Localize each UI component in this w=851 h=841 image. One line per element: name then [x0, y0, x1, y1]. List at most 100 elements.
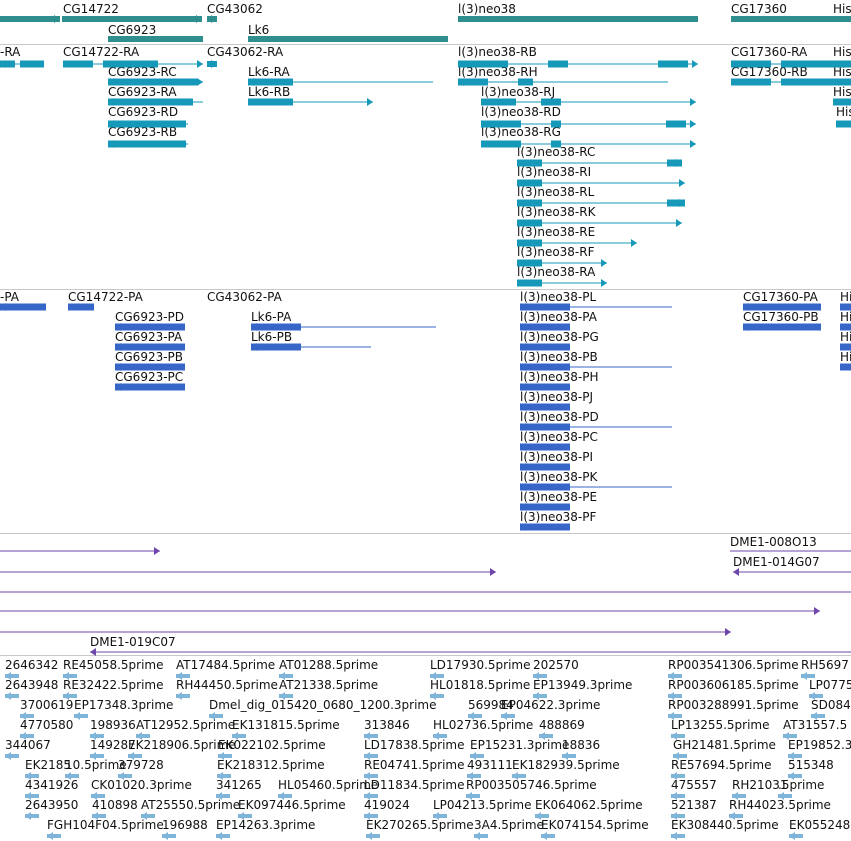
est-glyph[interactable]: [433, 730, 447, 742]
protein-glyph[interactable]: [840, 321, 851, 333]
transcript-glyph[interactable]: [517, 197, 685, 209]
est-glyph[interactable]: [671, 830, 685, 841]
est-glyph[interactable]: [535, 810, 549, 822]
gene-bar[interactable]: [833, 13, 851, 25]
est-glyph[interactable]: [74, 710, 88, 722]
protein-glyph[interactable]: [520, 361, 672, 373]
transcript-glyph[interactable]: [248, 76, 433, 88]
est-glyph[interactable]: [5, 670, 19, 682]
protein-glyph[interactable]: [520, 401, 570, 413]
est-glyph[interactable]: [364, 770, 378, 782]
protein-glyph[interactable]: [840, 341, 851, 353]
est-glyph[interactable]: [47, 830, 61, 841]
est-glyph[interactable]: [118, 770, 132, 782]
est-glyph[interactable]: [25, 810, 39, 822]
est-glyph[interactable]: [533, 670, 547, 682]
protein-glyph[interactable]: [520, 301, 672, 313]
protein-glyph[interactable]: [0, 301, 46, 313]
transcript-glyph[interactable]: [833, 96, 851, 108]
est-glyph[interactable]: [279, 670, 293, 682]
protein-glyph[interactable]: [520, 481, 672, 493]
est-glyph[interactable]: [90, 730, 104, 742]
transcript-glyph[interactable]: [517, 157, 682, 169]
est-glyph[interactable]: [430, 690, 444, 702]
est-glyph[interactable]: [467, 770, 481, 782]
protein-glyph[interactable]: [520, 341, 570, 353]
transcript-glyph[interactable]: [63, 58, 203, 70]
protein-glyph[interactable]: [115, 321, 185, 333]
est-glyph[interactable]: [90, 750, 104, 762]
gene-bar[interactable]: [731, 13, 836, 25]
transcript-glyph[interactable]: [108, 138, 188, 150]
est-glyph[interactable]: [729, 810, 743, 822]
est-glyph[interactable]: [671, 770, 685, 782]
gene-bar[interactable]: [458, 13, 698, 25]
est-glyph[interactable]: [141, 810, 155, 822]
est-glyph[interactable]: [128, 750, 142, 762]
transcript-glyph[interactable]: [517, 237, 637, 249]
transcript-glyph[interactable]: [731, 58, 836, 70]
transcript-glyph[interactable]: [731, 76, 836, 88]
transcript-glyph[interactable]: [458, 58, 698, 70]
est-glyph[interactable]: [25, 790, 39, 802]
protein-glyph[interactable]: [520, 521, 570, 533]
est-glyph[interactable]: [789, 830, 803, 841]
transcript-glyph[interactable]: [836, 118, 851, 130]
est-glyph[interactable]: [176, 690, 190, 702]
gene-bar[interactable]: [108, 33, 203, 45]
clone-glyph[interactable]: [0, 605, 820, 617]
protein-glyph[interactable]: [115, 361, 185, 373]
transcript-glyph[interactable]: [248, 96, 373, 108]
protein-glyph[interactable]: [520, 421, 672, 433]
protein-glyph[interactable]: [251, 321, 436, 333]
transcript-glyph[interactable]: [0, 58, 44, 70]
est-glyph[interactable]: [209, 710, 223, 722]
transcript-glyph[interactable]: [207, 58, 217, 70]
est-glyph[interactable]: [788, 750, 802, 762]
est-glyph[interactable]: [232, 730, 246, 742]
transcript-glyph[interactable]: [517, 277, 607, 289]
est-glyph[interactable]: [364, 750, 378, 762]
clone-glyph[interactable]: [0, 566, 496, 578]
clone-glyph[interactable]: [733, 566, 851, 578]
est-glyph[interactable]: [778, 790, 792, 802]
transcript-glyph[interactable]: [458, 76, 668, 88]
est-glyph[interactable]: [5, 690, 19, 702]
est-glyph[interactable]: [673, 750, 687, 762]
est-glyph[interactable]: [809, 690, 823, 702]
clone-glyph[interactable]: [0, 545, 160, 557]
protein-glyph[interactable]: [115, 381, 185, 393]
est-glyph[interactable]: [217, 770, 231, 782]
est-glyph[interactable]: [470, 750, 484, 762]
est-glyph[interactable]: [63, 670, 77, 682]
protein-glyph[interactable]: [520, 461, 570, 473]
protein-glyph[interactable]: [68, 301, 94, 313]
transcript-glyph[interactable]: [108, 76, 203, 88]
est-glyph[interactable]: [162, 830, 176, 841]
protein-glyph[interactable]: [840, 361, 851, 373]
protein-glyph[interactable]: [520, 501, 570, 513]
est-glyph[interactable]: [216, 790, 230, 802]
est-glyph[interactable]: [25, 770, 39, 782]
est-glyph[interactable]: [63, 690, 77, 702]
gene-bar[interactable]: [62, 13, 202, 25]
est-glyph[interactable]: [668, 690, 682, 702]
transcript-glyph[interactable]: [517, 257, 607, 269]
transcript-glyph[interactable]: [833, 58, 851, 70]
est-glyph[interactable]: [468, 710, 482, 722]
est-glyph[interactable]: [783, 730, 797, 742]
protein-glyph[interactable]: [743, 301, 821, 313]
clone-glyph[interactable]: [0, 626, 731, 638]
est-glyph[interactable]: [20, 730, 34, 742]
est-glyph[interactable]: [433, 810, 447, 822]
est-glyph[interactable]: [732, 790, 746, 802]
transcript-glyph[interactable]: [481, 118, 696, 130]
protein-glyph[interactable]: [743, 321, 821, 333]
est-glyph[interactable]: [176, 670, 190, 682]
est-glyph[interactable]: [136, 730, 150, 742]
est-glyph[interactable]: [364, 730, 378, 742]
transcript-glyph[interactable]: [517, 217, 682, 229]
clone-glyph[interactable]: [90, 646, 851, 658]
est-glyph[interactable]: [20, 710, 34, 722]
est-glyph[interactable]: [216, 830, 230, 841]
